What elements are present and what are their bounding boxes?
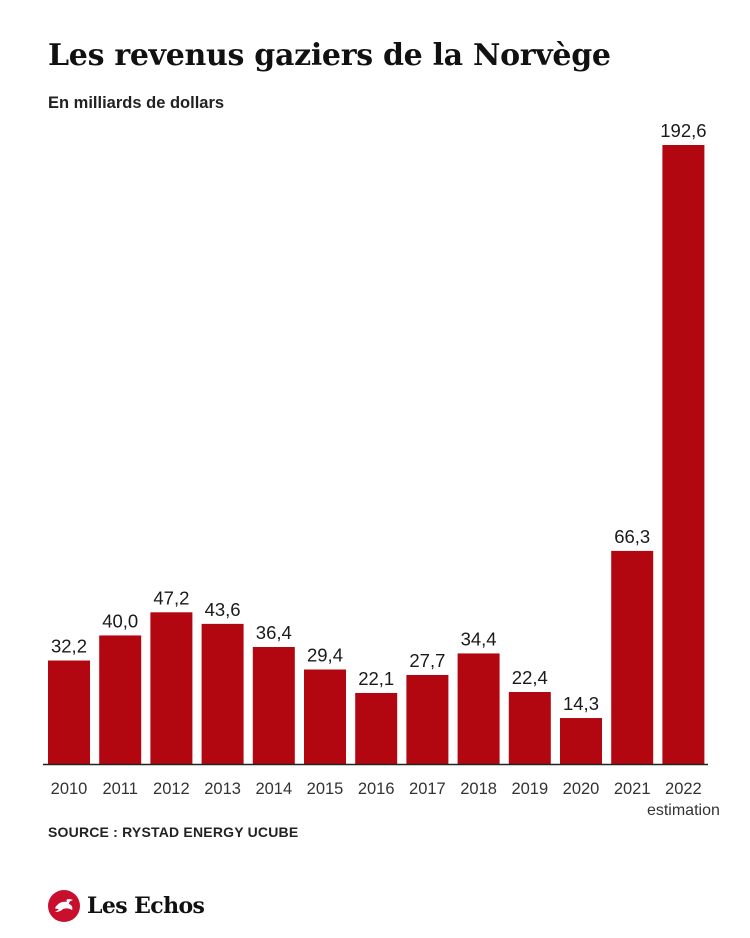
bar-2017 [406,674,449,764]
x-tick-label-2013: 2013 [204,780,241,798]
brand-logo: Les Echos [48,889,205,923]
chart-subtitle: En milliards de dollars [48,94,225,112]
bar-chart: 32,2 2010 40,0 2011 47,2 2012 43,6 2013 36,4 2014… [43,120,720,819]
x-tick-label-2020: 2020 [563,780,600,798]
value-label-2017: 27,7 [409,650,445,671]
x-tick-label-2022: 2022 [665,780,702,798]
x-tick-label-2012: 2012 [153,780,190,798]
bird-logo-icon [48,890,80,922]
value-label-2013: 43,6 [205,599,241,620]
value-label-2012: 47,2 [153,587,189,608]
value-label-2021: 66,3 [614,526,650,547]
value-label-2014: 36,4 [256,622,292,643]
x-tick-label-2016: 2016 [358,780,395,798]
brand-name: Les Echos [87,893,205,919]
bar-2015 [304,669,346,764]
x-tick-label-2010: 2010 [51,780,88,798]
bar-2014 [252,647,295,764]
value-label-2010: 32,2 [51,636,87,657]
value-label-2022: 192,6 [660,120,706,141]
x-tick-label-2011: 2011 [102,780,137,798]
bar-2021 [611,550,654,764]
bar-2022 [662,145,705,764]
bar-2020 [560,718,602,764]
bar-2010 [48,660,90,764]
chart-title: Les revenus gaziers de la Norvège [48,38,611,73]
bar-2018 [457,653,500,764]
x-tick-label-2014: 2014 [255,780,292,798]
value-label-2011: 40,0 [102,610,138,631]
bar-2011 [99,635,142,764]
bar-2019 [508,692,551,764]
bar-2016 [355,692,398,764]
value-label-2019: 22,4 [512,667,548,688]
x-tick-note-2022: estimation [647,802,720,819]
value-label-2020: 14,3 [563,693,599,714]
source-note: SOURCE : RYSTAD ENERGY UCUBE [48,824,299,840]
value-label-2018: 34,4 [461,628,497,649]
bar-2012 [150,612,193,764]
value-label-2015: 29,4 [307,645,343,666]
x-tick-label-2018: 2018 [460,780,497,798]
x-tick-label-2019: 2019 [511,780,548,798]
x-tick-label-2017: 2017 [409,780,446,798]
x-tick-label-2015: 2015 [307,780,344,798]
x-tick-label-2021: 2021 [614,780,651,798]
bar-2013 [201,623,244,764]
value-label-2016: 22,1 [358,668,394,689]
